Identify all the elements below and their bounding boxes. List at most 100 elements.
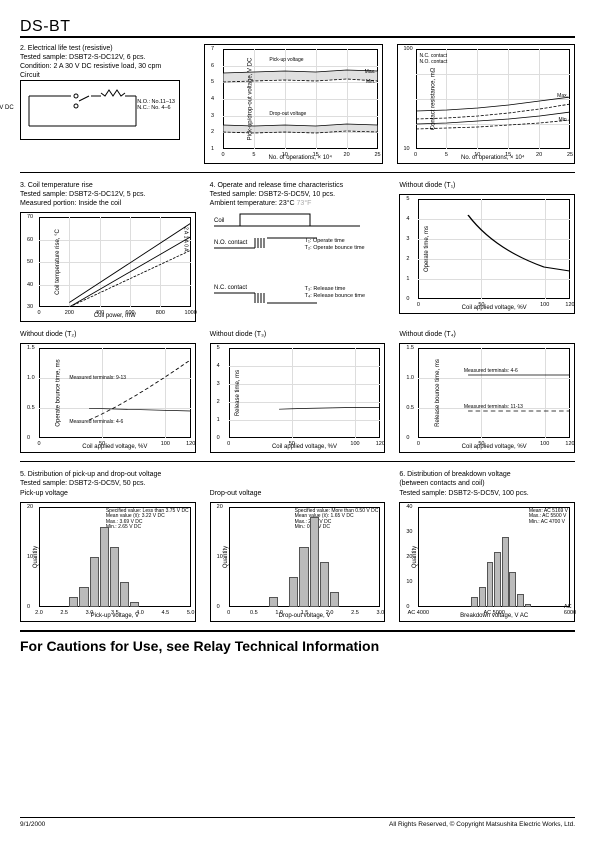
t3-chart: Without diode (T₃) 01 23 45 050 100120 R… — [210, 330, 386, 453]
hist-bar — [517, 594, 524, 607]
t2-chart: Without diode (T₂) Measured terminals: 9… — [20, 330, 196, 453]
s6-xlabel: Breakdown voltage, V AC — [460, 613, 528, 619]
s5-sample: Tested sample: DSBT2-S-DC5V, 50 pcs. — [20, 479, 196, 488]
hist-bar — [110, 547, 119, 607]
hist-bar — [494, 552, 501, 607]
svg-text:N.O. contact: N.O. contact — [214, 240, 248, 246]
s3-ylabel: Coil temperature rise, °C — [55, 229, 61, 295]
t3-xlabel: Coil applied voltage, %V — [272, 444, 337, 450]
hist-bar — [79, 587, 88, 607]
t4-leg-b: Measured terminals: 11-13 — [464, 404, 523, 410]
t4-leg-a: Measured terminals: 4-6 — [464, 368, 518, 374]
s3-portion: Measured portion: Inside the coil — [20, 199, 196, 208]
dropout-label: Drop-out voltage — [269, 111, 306, 117]
s2-chart-left: Pick-up voltage Drop-out voltage Max. Mi… — [204, 44, 383, 164]
s5-heading: 5. Distribution of pick-up and drop-out … — [20, 470, 196, 479]
s3-xlabel: Coil power, mW — [94, 313, 136, 319]
max-label: Max. — [365, 69, 376, 75]
hist-bar — [100, 527, 109, 607]
t4-ylabel: Release bounce time, ms — [435, 360, 441, 428]
s4-ambient-f: 73°F — [297, 200, 312, 207]
s3-sample: Tested sample: DSBT2-S-DC12V, 5 pcs. — [20, 190, 196, 199]
hist-bar — [471, 597, 478, 607]
t2-leg-b: Measured terminals: 4-6 — [69, 419, 123, 425]
s2-condition: Condition: 2 A 30 V DC resistive load, 3… — [20, 62, 190, 71]
page-title: DS-BT — [20, 18, 575, 36]
section-6: 6. Distribution of breakdown voltage (be… — [399, 470, 575, 621]
t1-label: Without diode (T₁) — [399, 181, 575, 190]
s5d-ylabel: Quantity — [223, 545, 229, 567]
s2-chart-right: N.C. contact N.O. contact Max. Min. 1010… — [397, 44, 576, 164]
hist-bar — [525, 604, 532, 607]
hist-bar — [69, 597, 78, 607]
hist-bar — [320, 562, 329, 607]
t234-row: Without diode (T₂) Measured terminals: 9… — [20, 330, 575, 453]
circuit-contacts: N.O.: No.11–13 N.C.: No. 4–6 — [137, 99, 175, 111]
svg-text:N.C. contact: N.C. contact — [214, 285, 247, 291]
min-label: Min. — [366, 79, 375, 85]
t4-chart: Without diode (T₄) Measured terminals: 4… — [399, 330, 575, 453]
s5p-ylabel: Quantity — [33, 545, 39, 567]
s5d-xlabel: Drop-out voltage, V — [279, 613, 331, 619]
s4-heading: 4. Operate and release time characterist… — [210, 181, 386, 190]
t1-xlabel: Coil applied voltage, %V — [462, 305, 527, 311]
section-5-dropout: Drop-out voltage Specified value: More t… — [210, 470, 386, 621]
no-label: N.O. contact — [420, 59, 448, 65]
s2-heading: 2. Electrical life test (resistive) — [20, 44, 190, 53]
circuit-voltage: 30 V DC — [0, 105, 14, 111]
page-header: DS-BT — [20, 18, 575, 38]
t2-label: Without diode (T₂) — [20, 330, 196, 339]
t2-ylabel: Operate bounce time, ms — [56, 360, 62, 427]
section-4-timing: 4. Operate and release time characterist… — [210, 181, 386, 322]
s5p-xlabel: Pick-up voltage, V — [91, 613, 139, 619]
section-3-4-row: 3. Coil temperature rise Tested sample: … — [20, 181, 575, 322]
s2r-xlabel: No. of operations, × 10⁴ — [461, 155, 524, 161]
page-footer: 9/1/2000 All Rights Reserved, © Copyrigh… — [20, 817, 575, 828]
hist-bar — [487, 562, 494, 607]
t4-xlabel: Coil applied voltage, %V — [462, 444, 527, 450]
section-2-row: 2. Electrical life test (resistive) Test… — [20, 44, 575, 164]
s6-sample: Tested sample: DSBT2-S-DC5V, 100 pcs. — [399, 489, 575, 498]
t1-ylabel: Operate time, ms — [424, 226, 430, 272]
section-4-t1-chart: Without diode (T₁) 01 23 45 050 100120 O… — [399, 181, 575, 322]
circuit-diagram: 30 V DC N.O.: No.11–13 N.C.: No. 4–6 — [20, 80, 180, 140]
hist-bar — [130, 602, 139, 607]
t2-xlabel: Coil applied voltage, %V — [82, 444, 147, 450]
s4-sample: Tested sample: DSBT2-S-DC5V, 10 pcs. — [210, 190, 386, 199]
hist-bar — [330, 592, 339, 607]
section-5-pickup: 5. Distribution of pick-up and drop-out … — [20, 470, 196, 621]
timing-diagram: Coil N.O. contact N.C. contact T₁: Opera… — [210, 208, 370, 318]
min2: Min. — [559, 117, 568, 123]
hist-bar — [289, 577, 298, 607]
hist-bar — [269, 597, 278, 607]
s2-sample: Tested sample: DSBT2-S-DC12V, 6 pcs. — [20, 53, 190, 62]
s5-dropout-label: Drop-out voltage — [210, 489, 386, 498]
hist-bar — [502, 537, 509, 607]
footer-date: 9/1/2000 — [20, 821, 45, 828]
hist-bar — [479, 587, 486, 607]
hist-bar — [509, 572, 516, 607]
t4-label: Without diode (T₄) — [399, 330, 575, 339]
section-5-6-row: 5. Distribution of pick-up and drop-out … — [20, 470, 575, 621]
max2: Max. — [557, 93, 568, 99]
s3-heading: 3. Coil temperature rise — [20, 181, 196, 190]
t3-ylabel: Release time, ms — [235, 370, 241, 416]
t2-leg-a: Measured terminals: 9-13 — [69, 375, 126, 381]
hist-bar — [299, 547, 308, 607]
footer-copyright: All Rights Reserved, © Copyright Matsush… — [389, 821, 575, 828]
s4-ambient: Ambient temperature: 23°C — [210, 200, 295, 207]
svg-text:Coil: Coil — [214, 218, 224, 224]
section-2-text: 2. Electrical life test (resistive) Test… — [20, 44, 190, 164]
hist-bar — [310, 517, 319, 607]
s2l-xlabel: No. of operations, × 10⁴ — [269, 155, 332, 161]
hist-bar — [90, 557, 99, 607]
pickup-label: Pick-up voltage — [269, 57, 303, 63]
cautions-heading: For Cautions for Use, see Relay Technica… — [20, 630, 575, 654]
s6-ylabel: Quantity — [413, 545, 419, 567]
s5-pickup-label: Pick-up voltage — [20, 489, 196, 498]
hist-bar — [120, 582, 129, 607]
s2r-ylabel: Contact resistance, mΩ — [430, 68, 436, 131]
s6-sub: (between contacts and coil) — [399, 479, 575, 488]
t3-label: Without diode (T₃) — [210, 330, 386, 339]
s2-circuit-label: Circuit — [20, 71, 190, 80]
